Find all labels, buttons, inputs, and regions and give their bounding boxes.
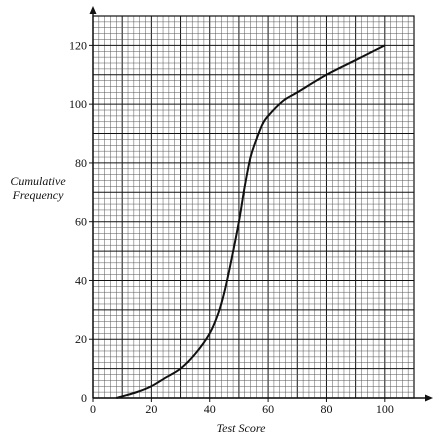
series-layer <box>116 44 386 399</box>
x-tick-label: 80 <box>320 402 332 416</box>
x-tick-label: 20 <box>145 402 157 416</box>
y-tick-label: 40 <box>75 273 87 287</box>
origin-y-label: 0 <box>81 391 87 405</box>
axes <box>89 6 433 402</box>
y-tick-label: 20 <box>75 332 87 346</box>
grid-border <box>92 15 415 399</box>
grid <box>92 15 415 399</box>
x-axis-arrow <box>425 394 433 402</box>
y-tick-label: 80 <box>75 156 87 170</box>
y-tick-label: 100 <box>69 97 87 111</box>
y-tick-label: 120 <box>69 38 87 52</box>
x-tick-label: 100 <box>376 402 394 416</box>
y-axis-title-line-1: Cumulative <box>10 174 66 188</box>
y-tick-label: 60 <box>75 215 87 229</box>
x-axis-title: Test Score <box>217 421 266 435</box>
x-tick-label: 60 <box>262 402 274 416</box>
x-tick-label: 0 <box>90 402 96 416</box>
x-tick-label: 40 <box>204 402 216 416</box>
y-axis-arrow <box>89 6 97 14</box>
y-axis-title-line-2: Frequency <box>12 188 65 202</box>
cumulative-frequency-curve <box>116 44 386 399</box>
tick-labels: 0 20 40 60 80 100 20 40 60 80 100 120 0 <box>69 38 394 416</box>
